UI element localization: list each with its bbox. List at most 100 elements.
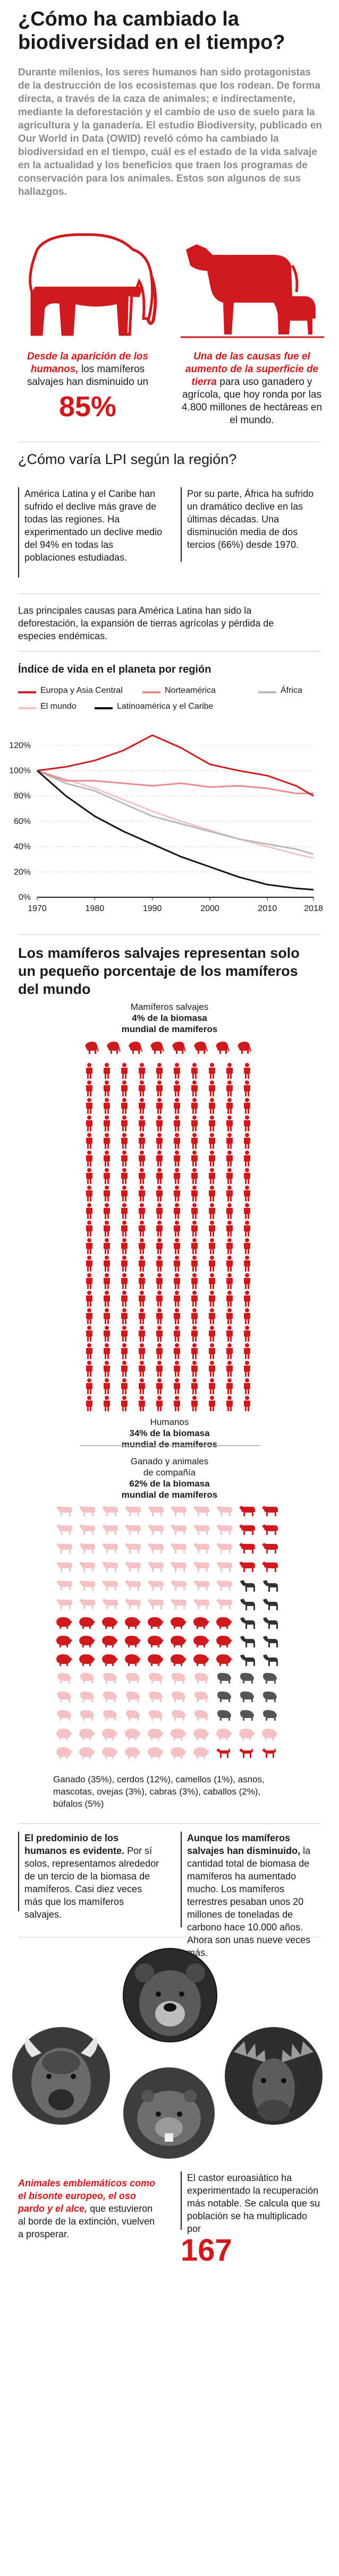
- human-icon: [156, 1378, 163, 1394]
- human-icon: [244, 1150, 250, 1166]
- wild-mammals-label: Mamíferos salvajes 4% de la biomasa mund…: [90, 1001, 249, 1035]
- legend-swatch-africa: [258, 691, 276, 693]
- x-tick-label: 1980: [86, 904, 105, 913]
- elephant-icon: [29, 233, 157, 336]
- human-icon: [226, 1168, 233, 1184]
- human-icon: [104, 1396, 110, 1411]
- human-icon: [139, 1186, 145, 1201]
- human-icon: [121, 1238, 128, 1254]
- cow-icon: [262, 1506, 278, 1516]
- dog-icon: [239, 1748, 253, 1758]
- sheep-icon: [80, 1710, 94, 1721]
- human-icon: [226, 1203, 233, 1219]
- human-icon: [244, 1343, 250, 1359]
- y-tick-label: 40%: [14, 843, 31, 852]
- human-icon: [209, 1273, 215, 1289]
- human-icon: [191, 1256, 198, 1272]
- elephant-icon: [129, 1042, 142, 1054]
- ending-right-text: El castor euroasiático ha experimentado …: [187, 2173, 320, 2234]
- cow-icon: [239, 1561, 255, 1572]
- divider: [80, 1445, 260, 1446]
- conclusion-left-text: Por sí solos, representamos alrededor de…: [24, 1845, 159, 1920]
- human-icon: [104, 1291, 110, 1307]
- human-icon: [104, 1063, 110, 1079]
- horse-icon: [263, 1617, 278, 1629]
- horse-icon: [263, 1599, 278, 1610]
- human-icon: [226, 1343, 233, 1359]
- sheep-icon: [217, 1710, 231, 1721]
- human-icon: [244, 1308, 250, 1324]
- horse-icon: [240, 1617, 255, 1629]
- cow-icon: [216, 1561, 232, 1572]
- human-icon: [86, 1080, 92, 1096]
- human-icon: [209, 1080, 215, 1096]
- pig-icon: [79, 1617, 95, 1629]
- human-icon: [226, 1361, 233, 1377]
- human-icon: [121, 1133, 128, 1149]
- human-icon: [104, 1203, 110, 1219]
- pig-icon: [239, 1729, 255, 1740]
- livestock-label-line2: de compañía: [143, 1467, 196, 1478]
- pig-icon: [193, 1747, 209, 1759]
- pig-icon: [148, 1654, 164, 1666]
- x-tick-label: 2018: [304, 904, 323, 913]
- human-icon: [104, 1186, 110, 1201]
- cow-icon: [56, 1506, 72, 1516]
- sheep-icon: [263, 1691, 277, 1702]
- human-icon: [174, 1186, 180, 1201]
- human-icon: [226, 1150, 233, 1166]
- cow-icon: [262, 1543, 278, 1553]
- sheep-icon: [172, 1710, 185, 1721]
- human-icon: [121, 1308, 128, 1324]
- sheep-icon: [240, 1673, 254, 1684]
- fact-right-highlight: Una de las causas fue el aumento de la s…: [185, 351, 319, 388]
- human-icon: [209, 1308, 215, 1324]
- human-icon: [191, 1273, 198, 1289]
- human-icon: [86, 1133, 92, 1149]
- human-icon: [121, 1273, 128, 1289]
- human-icon: [209, 1256, 215, 1272]
- human-icon: [226, 1256, 233, 1272]
- ending-left-text: que estuvieron al borde de la extinción,…: [18, 2203, 155, 2239]
- conclusion-left: El predominio de los humanos es evidente…: [24, 1832, 163, 1921]
- human-icon: [191, 1238, 198, 1254]
- horse-icon: [240, 1636, 255, 1647]
- human-icon: [121, 1326, 128, 1342]
- pig-icon: [125, 1636, 141, 1647]
- human-icon: [226, 1238, 233, 1254]
- x-tick-label: 1990: [143, 904, 162, 913]
- cow-icon: [56, 1580, 72, 1591]
- cow-icon: [148, 1561, 164, 1572]
- human-icon: [174, 1098, 180, 1114]
- human-icon: [174, 1133, 180, 1149]
- human-icon: [139, 1098, 145, 1114]
- human-icon: [86, 1203, 92, 1219]
- horse-icon: [240, 1580, 255, 1592]
- dog-icon: [216, 1748, 230, 1758]
- human-icon: [104, 1133, 110, 1149]
- human-icon: [86, 1238, 92, 1254]
- elephant-icon: [194, 1042, 208, 1054]
- conclusion-left-title: El predominio de los humanos es evidente…: [24, 1833, 125, 1856]
- beaver-portrait-icon: [123, 2067, 215, 2159]
- human-icons: [86, 1063, 250, 1411]
- bison-portrait-icon: [12, 2027, 110, 2125]
- conclusion-right-title: Aunque los mamíferos salvajes han dismin…: [187, 1833, 301, 1856]
- sheep-icon: [57, 1691, 71, 1702]
- human-icon: [121, 1115, 128, 1131]
- pig-icon: [56, 1654, 72, 1666]
- human-icon: [86, 1326, 92, 1342]
- human-icon: [209, 1168, 215, 1184]
- human-icon: [86, 1361, 92, 1377]
- cow-icon: [148, 1506, 164, 1516]
- ending-right-bar: [181, 2171, 182, 2230]
- human-icon: [191, 1133, 198, 1149]
- chart-title: Índice de vida en el planeta por región: [18, 664, 211, 675]
- elephant-icon: [172, 1042, 186, 1054]
- human-icon: [139, 1063, 145, 1079]
- wild-mammal-icons: [85, 1042, 251, 1054]
- human-icon: [139, 1378, 145, 1394]
- cow-icon: [171, 1543, 187, 1553]
- sheep-icon: [57, 1710, 71, 1721]
